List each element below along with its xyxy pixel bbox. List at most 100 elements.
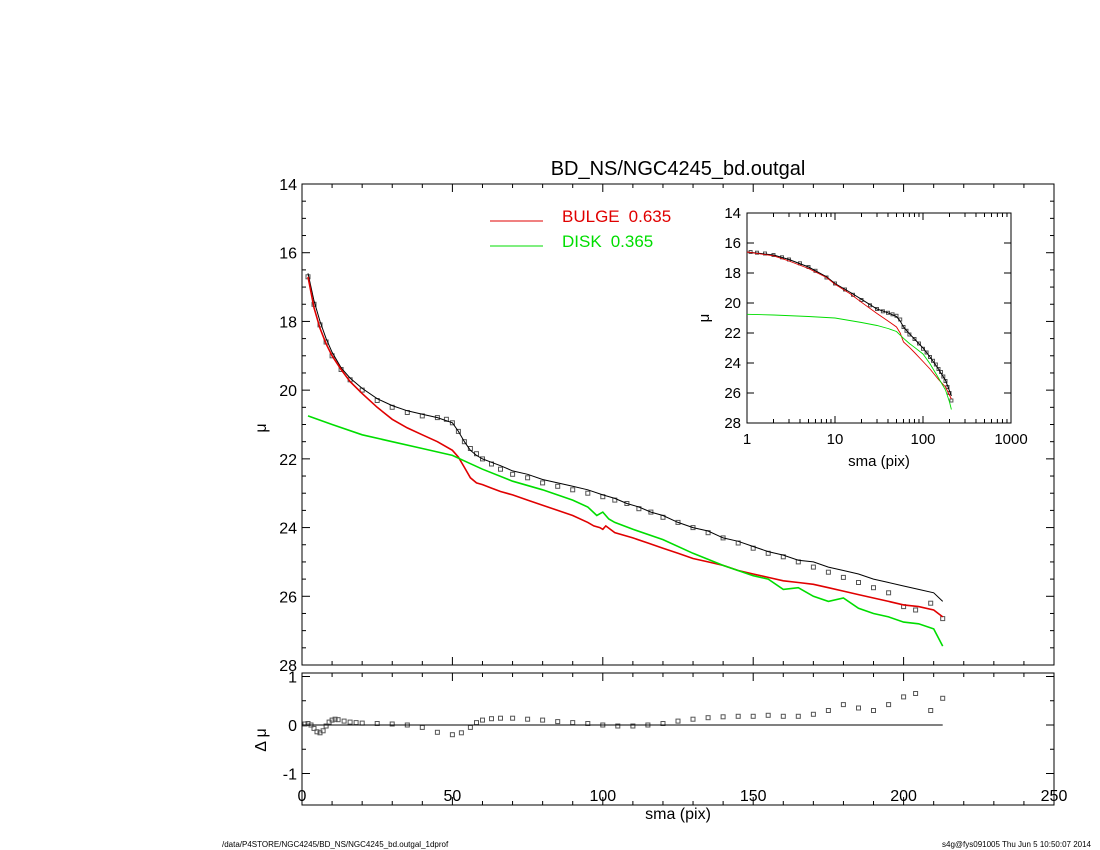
residual-point: [795, 713, 801, 719]
y-tick-label: 24: [279, 521, 297, 538]
data-point: [856, 580, 861, 585]
residual-point: [690, 716, 696, 722]
data-point: [913, 607, 919, 613]
main-ticks: [302, 183, 1054, 666]
y-tick-label: 22: [724, 325, 741, 342]
data-point: [624, 501, 630, 506]
data-point: [871, 585, 876, 591]
residual-point: [735, 713, 741, 719]
inset-ticks: [747, 212, 1011, 424]
residual-point: [498, 715, 503, 721]
residual-point: [458, 730, 464, 736]
inset-data-point: [907, 332, 912, 337]
x-tick-label: 250: [1041, 788, 1068, 805]
residual-point: [928, 708, 934, 713]
residual-ticks: [302, 673, 1054, 805]
legend-bulge-label: BULGE 0.635: [562, 207, 671, 226]
residual-point: [323, 723, 329, 729]
data-point: [461, 439, 467, 445]
residual-point: [840, 702, 846, 708]
main-series: [305, 273, 946, 647]
inset-data-point: [924, 350, 929, 355]
y-tick-label: 16: [724, 235, 741, 252]
residual-point: [615, 723, 621, 729]
residual-point: [750, 713, 756, 719]
residual-point: [810, 711, 816, 717]
inset-data-point: [912, 337, 917, 341]
y-tick-label: 18: [279, 314, 297, 331]
inset-model-line: [746, 251, 952, 397]
residual-point: [419, 724, 425, 730]
y-tick-label: 14: [724, 205, 741, 222]
y-tick-label: 20: [279, 383, 297, 400]
residual-point: [434, 729, 440, 735]
inset-panel: 1 10 100 1000 14 16 18 20 22 24 26 28 μ sma (pix): [696, 205, 1028, 470]
residual-point: [332, 716, 338, 722]
residual-point: [871, 708, 876, 713]
data-point: [570, 487, 576, 493]
data-point: [555, 483, 561, 489]
y-tick-label: 14: [279, 177, 297, 194]
inset-data-point: [901, 325, 906, 329]
residual-point: [341, 718, 347, 724]
main-y-axis-label: μ: [253, 423, 270, 432]
data-point: [455, 428, 461, 434]
residual-point: [314, 729, 320, 735]
footer-left: /data/P4STORE/NGC4245/BD_NS/NGC4245_bd.o…: [222, 840, 449, 849]
y-tick-label: 26: [279, 589, 297, 606]
residual-point: [570, 720, 576, 726]
residual-point: [474, 720, 479, 726]
residual-y-axis-label: Δ μ: [253, 728, 270, 751]
inset-data-point: [936, 367, 941, 371]
residual-point: [311, 725, 317, 731]
data-point: [675, 519, 681, 525]
inset-data-point: [917, 341, 921, 346]
residual-point: [555, 719, 561, 725]
data-point: [648, 509, 654, 515]
chart-title: BD_NS/NGC4245_bd.outgal: [551, 158, 806, 180]
y-tick-label: 26: [724, 385, 741, 402]
inset-data-point: [941, 374, 946, 379]
y-tick-label: 28: [279, 658, 297, 675]
residual-point: [901, 694, 907, 700]
data-point: [940, 616, 946, 622]
residual-point: [335, 717, 341, 723]
residual-point: [353, 720, 359, 726]
legend-disk-label: DISK 0.365: [562, 232, 653, 251]
data-point: [928, 600, 934, 606]
residual-point: [886, 702, 892, 708]
data-point: [498, 466, 503, 472]
data-point: [443, 416, 449, 422]
data-point: [449, 420, 455, 426]
y-tick-label: 22: [279, 452, 297, 469]
residual-point: [705, 715, 711, 721]
residual-point: [480, 717, 485, 723]
footer-right: s4g@fys091005 Thu Jun 5 10:50:07 2014: [942, 840, 1092, 849]
residual-series: [302, 691, 946, 738]
y-tick-label: 0: [288, 718, 297, 735]
residual-point: [449, 732, 455, 738]
data-point: [886, 590, 892, 596]
residual-point: [913, 691, 919, 696]
residual-point: [630, 723, 636, 729]
main-y-tick-labels: 14 16 18 20 22 24 26 28: [279, 177, 297, 675]
residual-point: [389, 721, 395, 727]
y-tick-label: 16: [279, 246, 297, 263]
residual-point: [510, 715, 516, 721]
inset-data-point: [931, 358, 935, 363]
data-point: [510, 471, 516, 477]
x-tick-label: 1: [743, 431, 751, 448]
residual-x-axis-label: sma (pix): [645, 806, 711, 823]
data-point: [525, 475, 531, 481]
data-point: [825, 569, 831, 575]
residual-point: [765, 712, 771, 718]
y-tick-label: 28: [724, 415, 741, 432]
bulge-line: [307, 276, 944, 618]
data-point: [810, 564, 816, 570]
inset-disk-line: [746, 313, 952, 410]
disk-line: [307, 415, 944, 647]
residual-point: [489, 716, 494, 722]
residual-point: [525, 716, 531, 722]
